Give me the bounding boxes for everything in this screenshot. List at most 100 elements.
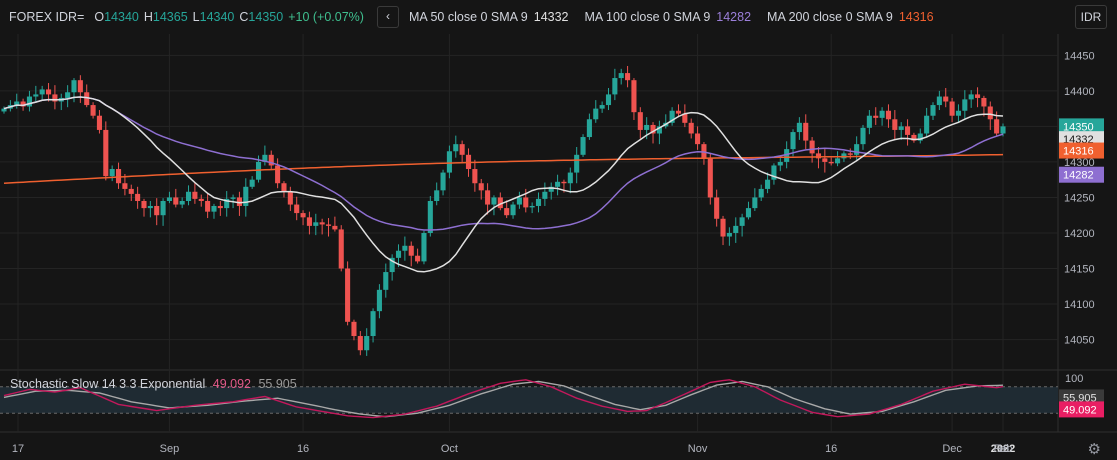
- high-label: H: [143, 10, 153, 24]
- candle-body: [796, 122, 802, 133]
- candle-body: [955, 110, 962, 116]
- candle-body: [720, 218, 726, 237]
- candle-body: [535, 198, 542, 206]
- candle-body: [332, 225, 338, 230]
- candle-body: [803, 122, 809, 141]
- price-badge: [1059, 142, 1104, 159]
- candle-body: [20, 101, 26, 107]
- candle-body: [605, 94, 612, 106]
- y-tick-label: 14250: [1064, 192, 1095, 204]
- candle-body: [319, 222, 325, 225]
- stochastic-k-badge: [1059, 401, 1104, 418]
- candle-body: [567, 172, 573, 184]
- candle-body: [523, 197, 529, 208]
- currency-button[interactable]: IDR: [1075, 5, 1107, 29]
- open-value: 14340: [104, 10, 139, 24]
- y-tick-label: 14400: [1064, 86, 1095, 98]
- gear-icon[interactable]: ⚙: [1087, 441, 1101, 458]
- candle-body: [52, 94, 58, 102]
- candle-body: [714, 197, 720, 219]
- candle-body: [179, 201, 185, 205]
- candle-body: [612, 78, 618, 95]
- candle-body: [185, 191, 192, 201]
- candle-body: [160, 201, 166, 216]
- ma50-label[interactable]: MA 50 close 0 SMA 9: [408, 10, 528, 24]
- candle-body: [656, 126, 662, 134]
- candle-body: [593, 108, 599, 120]
- price-badge-label: 14282: [1063, 170, 1094, 182]
- candle-body: [828, 161, 834, 164]
- candle-body: [542, 191, 548, 199]
- candle-body: [71, 80, 77, 93]
- candle-body: [745, 208, 752, 218]
- candle-body: [561, 181, 567, 184]
- candle-body: [243, 186, 249, 206]
- candle-body: [1000, 126, 1006, 134]
- candle-body: [675, 110, 682, 114]
- candle-body: [33, 94, 39, 97]
- price-badge: [1059, 166, 1104, 183]
- candle-body: [911, 134, 917, 141]
- candle-body: [294, 204, 300, 214]
- candle-body: [968, 94, 974, 100]
- candle-body: [205, 201, 211, 212]
- candle-body: [516, 197, 522, 205]
- candle-body: [236, 197, 242, 206]
- ma100-line: [3, 96, 1004, 231]
- candle-body: [478, 183, 484, 191]
- price-badge-label: 14350: [1063, 121, 1094, 133]
- x-tick-label: 16: [297, 443, 309, 455]
- candle-body: [77, 80, 83, 93]
- candle-body: [192, 191, 198, 199]
- candle-body: [173, 197, 179, 205]
- candle-body: [166, 197, 172, 201]
- chevron-left-icon[interactable]: ‹: [376, 6, 399, 28]
- candle-body: [230, 197, 236, 199]
- candle-body: [758, 188, 764, 198]
- candle-body: [434, 190, 440, 201]
- candle-body: [440, 172, 446, 191]
- candle-body: [268, 154, 274, 166]
- candle-body: [383, 272, 389, 290]
- candle-body: [618, 73, 624, 79]
- candle-body: [103, 129, 109, 177]
- candle-body: [345, 268, 351, 322]
- candle-body: [217, 205, 223, 209]
- candle-body: [408, 245, 414, 256]
- x-tick-label: Feb: [994, 443, 1013, 455]
- x-tick-label: 16: [997, 443, 1009, 455]
- candle-body: [300, 213, 306, 218]
- candle-body: [90, 105, 96, 116]
- y-tick-label: 14300: [1064, 157, 1095, 169]
- symbol-label[interactable]: FOREX IDR=: [9, 10, 85, 24]
- price-badge: [1059, 118, 1104, 135]
- price-badge-label: 14316: [1063, 146, 1094, 158]
- candle-body: [733, 225, 739, 233]
- ma100-label[interactable]: MA 100 close 0 SMA 9: [584, 10, 711, 24]
- candle-body: [586, 119, 592, 138]
- candle-body: [453, 144, 459, 152]
- candle-body: [198, 198, 204, 201]
- x-tick-label: 2022: [991, 443, 1015, 455]
- candle-body: [777, 161, 783, 166]
- candle-body: [936, 96, 942, 106]
- candle-body: [917, 133, 923, 141]
- ma200-label[interactable]: MA 200 close 0 SMA 9: [767, 10, 893, 24]
- high-value: 14365: [152, 10, 188, 24]
- ma200-line: [3, 153, 1004, 184]
- candle-body: [26, 96, 32, 107]
- candle-body: [364, 336, 370, 351]
- stochastic-legend: Stochastic Slow 14 3 3 Exponential 49.09…: [10, 377, 301, 391]
- stochastic-label[interactable]: Stochastic Slow 14 3 3 Exponential: [10, 377, 206, 391]
- candle-body: [548, 186, 554, 192]
- candle-body: [154, 205, 160, 216]
- candle-body: [402, 245, 408, 251]
- candle-body: [892, 119, 898, 130]
- candle-body: [631, 80, 637, 113]
- candle-body: [39, 89, 45, 95]
- candle-body: [115, 169, 122, 184]
- candle-body: [65, 92, 71, 98]
- ma50-line: [3, 96, 1004, 273]
- candle-body: [650, 124, 656, 134]
